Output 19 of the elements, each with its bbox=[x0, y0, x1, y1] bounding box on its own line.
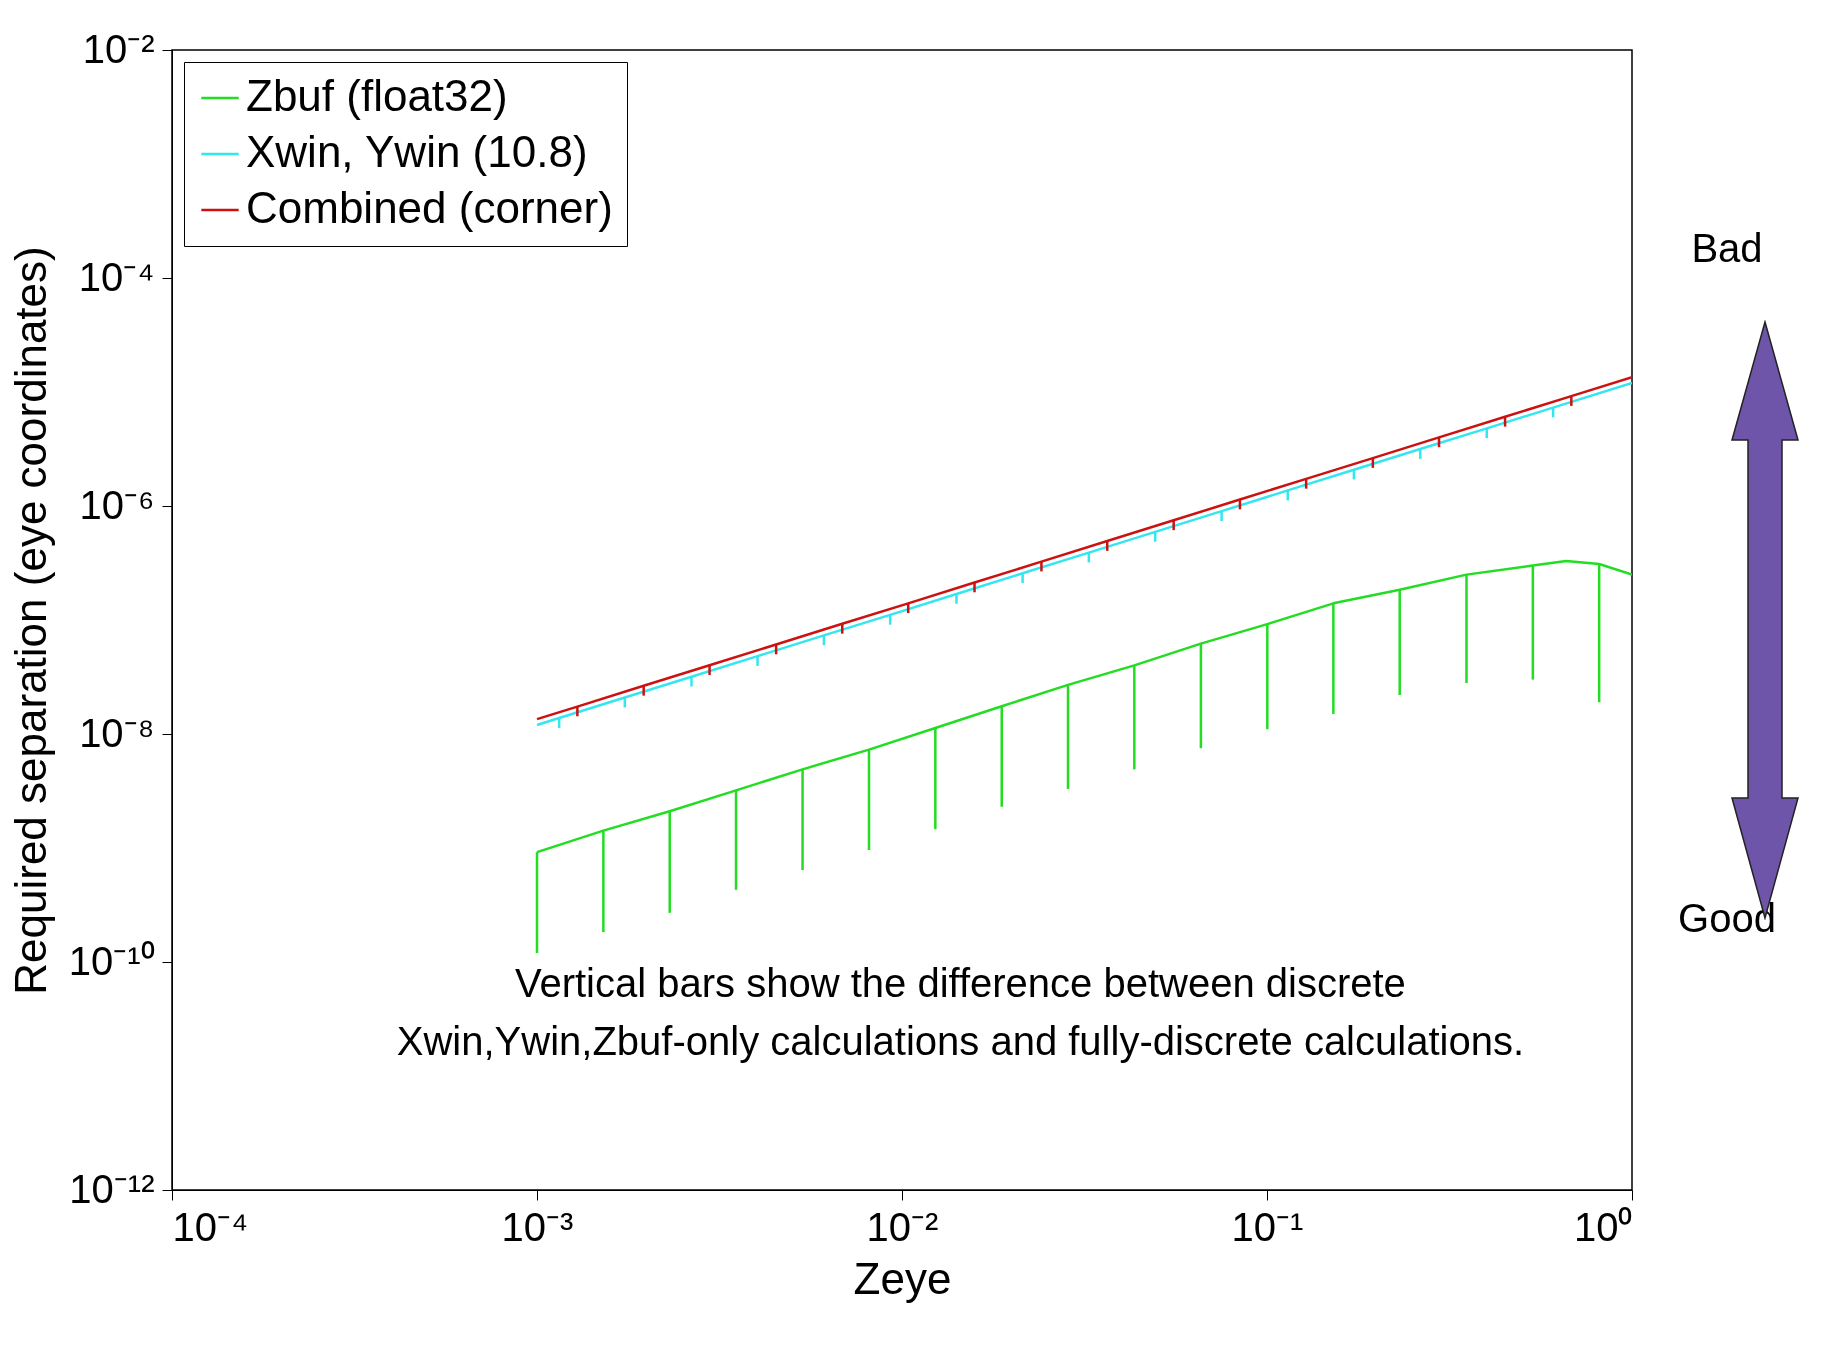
legend-label: Zbuf (float32) bbox=[246, 71, 508, 120]
y-tick-label: 10⁻⁶ bbox=[79, 482, 155, 527]
y-tick-label: 10⁻¹² bbox=[69, 1166, 155, 1211]
y-tick-label: 10⁻¹⁰ bbox=[68, 938, 155, 983]
text: Bad bbox=[1691, 226, 1763, 270]
text: Good bbox=[1678, 896, 1776, 940]
y-tick-label: 10⁻⁸ bbox=[79, 710, 155, 755]
x-tick-label: 10⁰ bbox=[1574, 1204, 1633, 1249]
legend-label: Combined (corner) bbox=[246, 183, 613, 232]
legend-label: Xwin, Ywin (10.8) bbox=[246, 127, 588, 176]
y-tick-label: 10⁻² bbox=[82, 26, 155, 71]
y-tick-label: 10⁻⁴ bbox=[78, 254, 155, 299]
x-axis-title: Zeye bbox=[853, 1253, 952, 1303]
y-axis-title: Required separation (eye coordinates) bbox=[5, 246, 55, 995]
x-tick-label: 10⁻² bbox=[866, 1204, 939, 1249]
annotation: Vertical bars show the difference between discrete Xwin,Ywin,Zbuf-only calculations and fully-discrete calculations. bbox=[396, 960, 1524, 1063]
x-tick-label: 10⁻³ bbox=[501, 1204, 574, 1249]
x-tick-label: 10⁻¹ bbox=[1231, 1204, 1304, 1249]
x-tick-label: 10⁻⁴ bbox=[172, 1204, 249, 1249]
